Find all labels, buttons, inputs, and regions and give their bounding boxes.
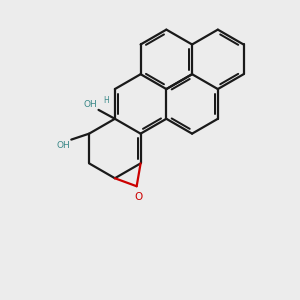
Text: OH: OH — [83, 100, 97, 109]
Text: O: O — [134, 192, 142, 202]
Text: OH: OH — [56, 141, 70, 150]
Text: H: H — [103, 95, 109, 104]
